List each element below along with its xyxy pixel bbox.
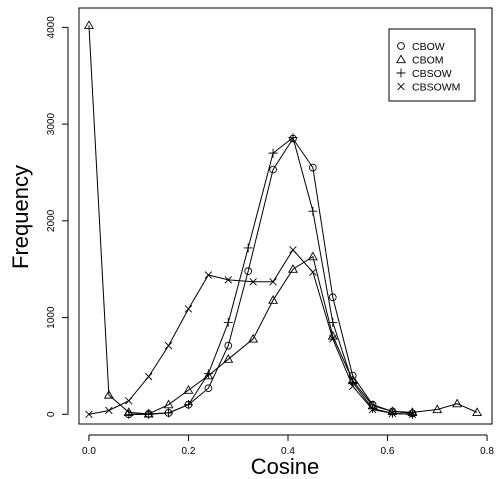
data-point-cbom: [163, 399, 174, 409]
data-point-cbsow: [203, 369, 213, 379]
legend-marker-cbsow: [396, 68, 406, 78]
legend-marker-cbow: [397, 42, 405, 50]
data-point-cbow: [224, 341, 233, 350]
data-point-cbsow: [144, 409, 154, 419]
data-point-cbsowm: [289, 246, 297, 254]
data-point-cbsowm: [408, 410, 417, 419]
data-point-cbom: [248, 333, 259, 343]
data-point-cbom: [432, 404, 443, 414]
data-point-cbow: [244, 267, 253, 275]
legend-label-cbsow: CBSOW: [412, 68, 452, 80]
data-point-cbow: [309, 163, 317, 172]
data-point-cbom: [223, 354, 234, 363]
data-point-cbsowm: [348, 382, 357, 390]
data-point-cbsow: [223, 317, 233, 327]
data-point-cbsow: [368, 404, 378, 414]
data-point-cbow: [328, 293, 337, 302]
legend-label-cbom: CBOM: [412, 55, 444, 67]
data-point-cbom: [307, 251, 318, 261]
data-point-cbsowm: [184, 305, 193, 313]
series-cbsowm: [85, 246, 417, 419]
data-point-cbom: [452, 398, 463, 408]
legend-label-cbsowm: CBSOWM: [412, 82, 460, 94]
legend-marker-cbom: [396, 54, 406, 64]
data-point-cbow: [269, 165, 277, 174]
plot-frame: [78, 7, 493, 425]
data-point-cbsowm: [125, 397, 133, 405]
data-point-cbsow: [164, 408, 174, 418]
data-point-cbsowm: [309, 268, 317, 276]
data-point-cbsow: [288, 133, 298, 143]
data-point-cbom: [203, 370, 214, 380]
y-tick-label: 2000: [46, 209, 57, 232]
data-point-cbsow: [124, 409, 134, 419]
legend-label-cbow: CBOW: [412, 41, 445, 53]
series-line-cbsowm: [88, 249, 413, 415]
data-point-cbow: [204, 384, 213, 393]
data-point-cbsowm: [388, 409, 397, 418]
data-point-cbsow: [243, 243, 253, 253]
data-point-cbsow: [328, 317, 338, 327]
x-tick-label: 0.8: [480, 446, 494, 457]
series-layer: [83, 20, 483, 419]
data-point-cbsow: [268, 148, 278, 158]
data-point-cbom: [83, 20, 94, 30]
x-axis-title: Cosine: [251, 454, 319, 479]
data-point-cbom: [183, 385, 194, 394]
series-line-cbow: [128, 137, 413, 415]
data-point-cbsowm: [368, 405, 377, 414]
series-cbow: [124, 134, 417, 419]
data-point-cbsowm: [105, 406, 113, 415]
y-tick-label: 1000: [46, 306, 57, 329]
data-point-cbsowm: [329, 335, 337, 343]
legend-marker-cbsowm: [397, 82, 405, 91]
data-point-cbsowm: [224, 276, 232, 284]
data-point-cbsowm: [249, 278, 257, 286]
data-point-cbsowm: [269, 278, 277, 286]
x-tick-label: 0.6: [381, 446, 395, 457]
x-tick-label: 0.0: [82, 446, 96, 457]
data-point-cbom: [287, 264, 298, 273]
data-point-cbsow: [183, 400, 193, 410]
y-axis-title: Frequency: [8, 165, 33, 269]
data-point-cbom: [472, 407, 483, 416]
series-line-cbom: [88, 25, 478, 415]
series-cbsow: [124, 133, 417, 419]
y-tick-label: 0: [46, 411, 57, 417]
data-point-cbsowm: [204, 271, 213, 279]
data-point-cbsow: [308, 206, 318, 216]
x-tick-label: 0.2: [182, 446, 196, 457]
data-point-cbom: [268, 295, 279, 304]
data-point-cbom: [103, 389, 114, 399]
series-cbom: [83, 20, 483, 418]
y-tick-label: 3000: [46, 113, 57, 136]
axes: 0.0 0.2 0.4 0.6 0.8 0 1000 2000 3000 4000: [46, 16, 494, 457]
data-point-cbsowm: [85, 410, 93, 419]
y-tick-label: 4000: [46, 16, 57, 39]
data-point-cbsowm: [144, 372, 153, 381]
data-point-cbsowm: [164, 341, 173, 350]
x-tick-label: 0.4: [281, 446, 295, 457]
